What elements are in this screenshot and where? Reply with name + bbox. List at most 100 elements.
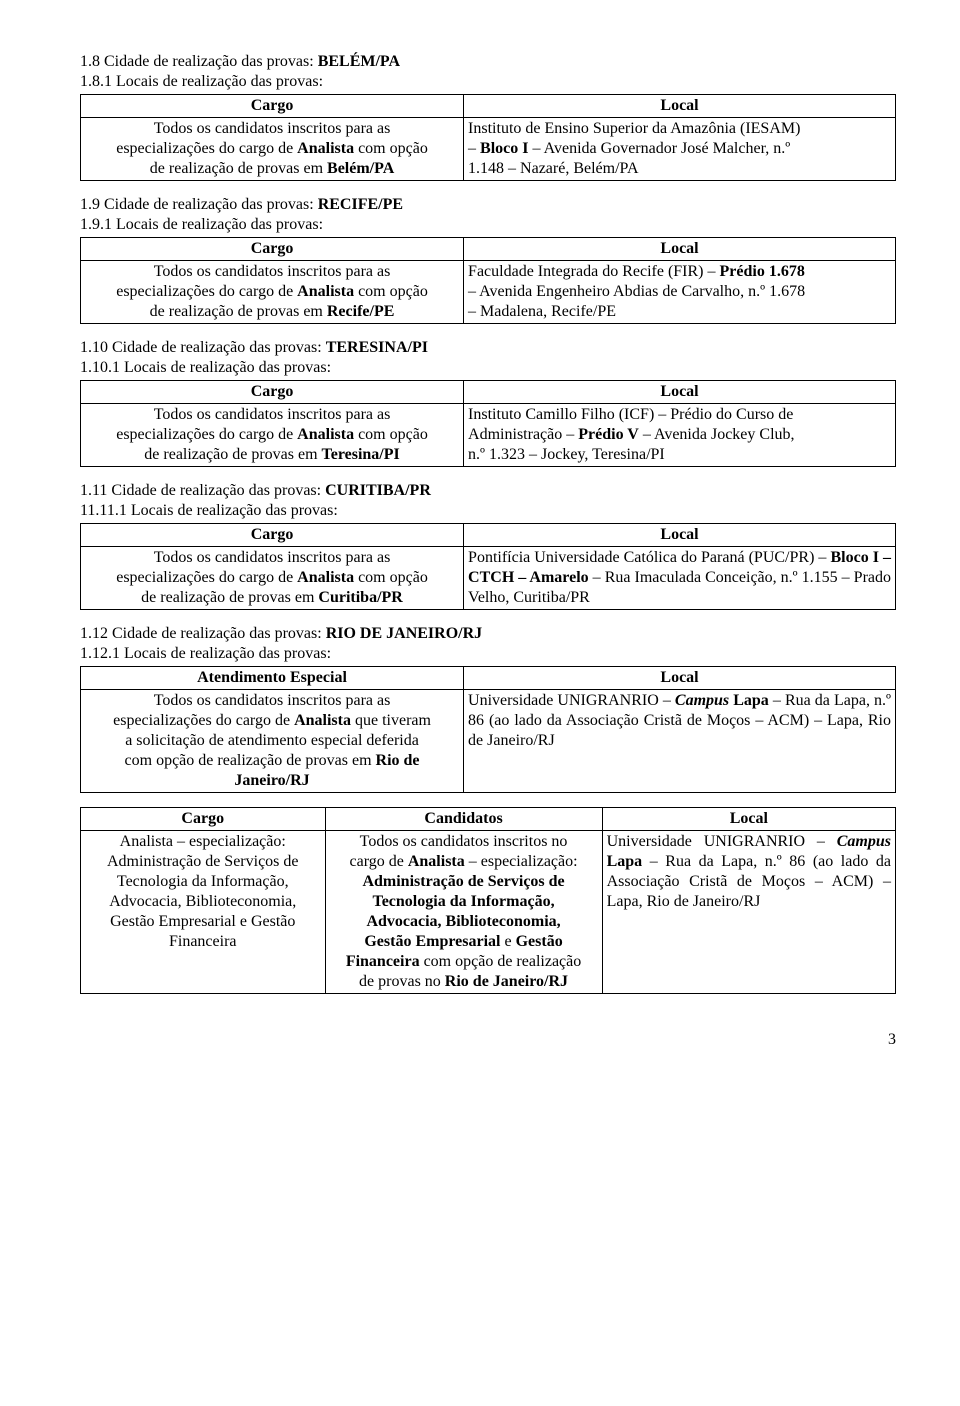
text: Instituto Camillo Filho (ICF) – Prédio d…	[468, 406, 793, 423]
table-row: Todos os candidatos inscritos para as es…	[81, 690, 896, 793]
text: Rio de	[376, 752, 420, 769]
header-cargo: Cargo	[81, 95, 464, 118]
cell-cargo: Todos os candidatos inscritos para as es…	[81, 547, 464, 610]
cell-local: Faculdade Integrada do Recife (FIR) – Pr…	[464, 261, 896, 324]
table-row: Analista – especialização: Administração…	[81, 831, 896, 994]
text: Advocacia, Biblioteconomia,	[109, 893, 296, 910]
header-local: Local	[464, 667, 896, 690]
text: Todos os candidatos inscritos para as	[154, 692, 391, 709]
text: – especialização:	[465, 853, 578, 870]
table-row: Todos os candidatos inscritos para as es…	[81, 404, 896, 467]
header-cargo: Cargo	[81, 238, 464, 261]
text: Administração de Serviços de	[107, 853, 299, 870]
header-local: Local	[602, 808, 895, 831]
cell-local: Pontifícia Universidade Católica do Para…	[464, 547, 896, 610]
section-1-12-1-sub: 1.12.1 Locais de realização das provas:	[80, 644, 896, 664]
section-1-11-title-prefix: 1.11 Cidade de realização das provas:	[80, 482, 325, 499]
text: Todos os candidatos inscritos no	[360, 833, 568, 850]
header-local: Local	[464, 524, 896, 547]
table-row: Todos os candidatos inscritos para as es…	[81, 261, 896, 324]
text: Gestão Empresarial e Gestão	[110, 913, 295, 930]
text: Financeira	[346, 953, 420, 970]
text: Prédio V	[578, 426, 639, 443]
text: Todos os candidatos inscritos para as	[154, 406, 391, 423]
text: Pontifícia Universidade Católica do Para…	[468, 549, 830, 566]
text: Todos os candidatos inscritos para as	[154, 549, 391, 566]
text: de realização de provas em	[150, 160, 327, 177]
text: – Avenida Governador José Malcher, n.º	[529, 140, 791, 157]
section-1-12-title-city: RIO DE JANEIRO/RJ	[326, 625, 482, 642]
text: Analista	[297, 140, 354, 157]
text: de provas no	[359, 973, 445, 990]
text: Analista	[297, 426, 354, 443]
table-1-12-b: Cargo Candidatos Local Analista – especi…	[80, 807, 896, 994]
text: Lapa	[607, 853, 643, 870]
text: 1.148 – Nazaré, Belém/PA	[468, 160, 638, 177]
text: especializações do cargo de	[116, 569, 297, 586]
text: especializações do cargo de	[116, 140, 297, 157]
table-row: Cargo Local	[81, 524, 896, 547]
header-candidatos: Candidatos	[325, 808, 602, 831]
table-row: Cargo Local	[81, 381, 896, 404]
section-1-10-1-sub: 1.10.1 Locais de realização das provas:	[80, 358, 896, 378]
text: Financeira	[169, 933, 237, 950]
cell-candidatos: Todos os candidatos inscritos no cargo d…	[325, 831, 602, 994]
text: Janeiro/RJ	[234, 772, 309, 789]
text: Analista	[294, 712, 351, 729]
text: com opção	[354, 140, 428, 157]
section-1-11-title-city: CURITIBA/PR	[325, 482, 431, 499]
section-1-10-title: 1.10 Cidade de realização das provas: TE…	[80, 338, 896, 358]
header-cargo: Cargo	[81, 381, 464, 404]
text: Analista	[297, 283, 354, 300]
text: Analista	[408, 853, 465, 870]
text: Todos os candidatos inscritos para as	[154, 263, 391, 280]
section-1-9-1-sub: 1.9.1 Locais de realização das provas:	[80, 215, 896, 235]
text: com opção	[354, 283, 428, 300]
header-cargo: Cargo	[81, 524, 464, 547]
section-1-8-1-sub: 1.8.1 Locais de realização das provas:	[80, 72, 896, 92]
section-1-8-title: 1.8 Cidade de realização das provas: BEL…	[80, 52, 896, 72]
table-row: Todos os candidatos inscritos para as es…	[81, 118, 896, 181]
section-1-9-title-prefix: 1.9 Cidade de realização das provas:	[80, 196, 318, 213]
table-1-10: Cargo Local Todos os candidatos inscrito…	[80, 380, 896, 467]
text: Todos os candidatos inscritos para as	[154, 120, 391, 137]
text: Analista	[297, 569, 354, 586]
page-number: 3	[80, 1030, 896, 1050]
cell-cargo: Analista – especialização: Administração…	[81, 831, 326, 994]
text: Lapa	[729, 692, 769, 709]
table-row: Atendimento Especial Local	[81, 667, 896, 690]
text: Faculdade Integrada do Recife (FIR) –	[468, 263, 719, 280]
text: Recife/PE	[327, 303, 395, 320]
section-1-10-title-prefix: 1.10 Cidade de realização das provas:	[80, 339, 326, 356]
table-1-8: Cargo Local Todos os candidatos inscrito…	[80, 94, 896, 181]
text: de realização de provas em	[144, 446, 321, 463]
text: – Madalena, Recife/PE	[468, 303, 616, 320]
text: Gestão	[516, 933, 563, 950]
text: Bloco I	[480, 140, 528, 157]
text: e	[501, 933, 516, 950]
text: com opção de realização	[420, 953, 582, 970]
text: Rio de Janeiro/RJ	[445, 973, 568, 990]
cell-local: Instituto de Ensino Superior da Amazônia…	[464, 118, 896, 181]
text: Analista – especialização:	[120, 833, 286, 850]
text: Curitiba/PR	[318, 589, 402, 606]
text: com opção	[354, 569, 428, 586]
text: – Rua da Lapa, n.º 86 (ao lado da Associ…	[607, 853, 891, 910]
cell-cargo: Todos os candidatos inscritos para as es…	[81, 261, 464, 324]
text: – Avenida Engenheiro Abdias de Carvalho,…	[468, 283, 805, 300]
cell-cargo: Todos os candidatos inscritos para as es…	[81, 404, 464, 467]
text: de realização de provas em	[141, 589, 318, 606]
text: – Avenida Jockey Club,	[639, 426, 795, 443]
text: cargo de	[350, 853, 408, 870]
section-11-11-1-sub: 11.11.1 Locais de realização das provas:	[80, 501, 896, 521]
text: especializações do cargo de	[113, 712, 294, 729]
section-1-8-title-city: BELÉM/PA	[318, 53, 400, 70]
text: Instituto de Ensino Superior da Amazônia…	[468, 120, 800, 137]
header-local: Local	[464, 381, 896, 404]
table-row: Cargo Local	[81, 238, 896, 261]
text: com opção	[354, 426, 428, 443]
section-1-9-title-city: RECIFE/PE	[318, 196, 403, 213]
section-1-8-title-prefix: 1.8 Cidade de realização das provas:	[80, 53, 318, 70]
table-1-11: Cargo Local Todos os candidatos inscrito…	[80, 523, 896, 610]
text: n.º 1.323 – Jockey, Teresina/PI	[468, 446, 665, 463]
